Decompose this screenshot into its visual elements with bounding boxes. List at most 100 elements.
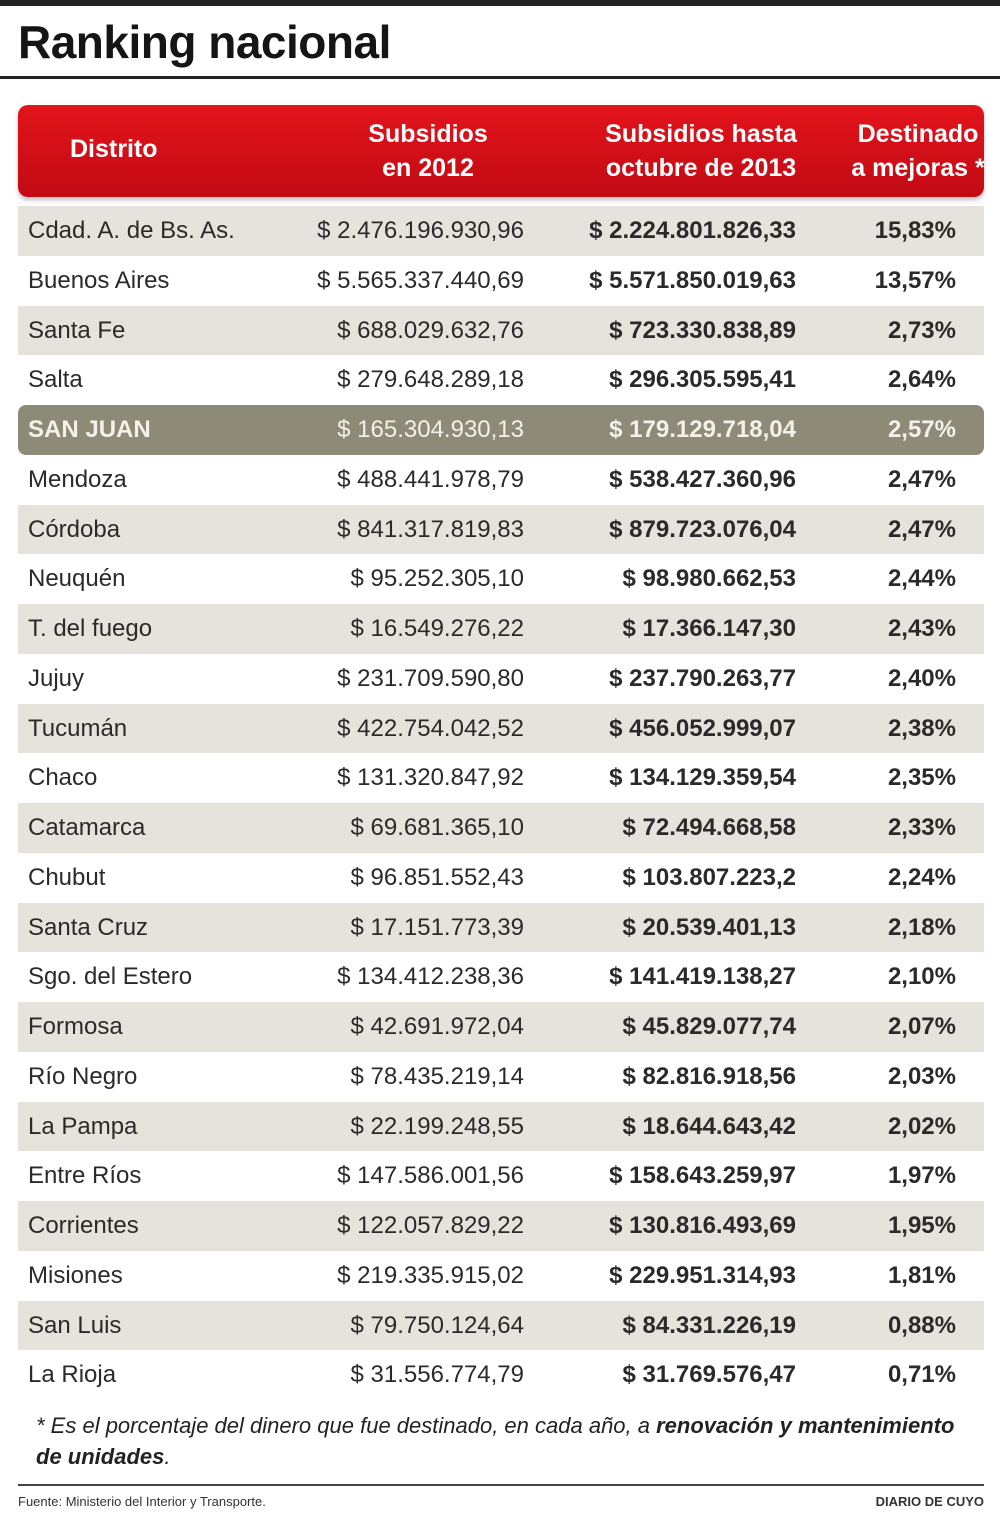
cell-subsidios-2013: $ 456.052.999,07 (609, 714, 796, 742)
cell-subsidios-2012: $ 841.317.819,83 (337, 515, 524, 543)
footnote-end: . (164, 1444, 171, 1469)
header-2013-line1: Subsidios hasta (605, 120, 797, 148)
cell-destinado: 2,73% (887, 316, 956, 344)
cell-subsidios-2012: $ 95.252.305,10 (350, 565, 525, 593)
cell-destinado: 2,47% (887, 515, 956, 543)
cell-subsidios-2012: $ 96.851.552,43 (350, 863, 525, 891)
cell-subsidios-2012: $ 79.750.124,64 (350, 1311, 525, 1339)
header-pct-line2: a mejoras * (851, 154, 985, 182)
cell-subsidios-2013: $ 31.769.576,47 (622, 1361, 797, 1389)
cell-distrito: Chubut (28, 863, 106, 891)
header-2012-line1: Subsidios (368, 120, 488, 148)
cell-subsidios-2012: $ 134.412.238,36 (337, 963, 524, 991)
cell-destinado: 2,03% (887, 1062, 956, 1090)
cell-subsidios-2013: $ 141.419.138,27 (609, 963, 796, 991)
table-row: Jujuy $ 231.709.590,80 $ 237.790.263,77 2,4… (18, 654, 984, 704)
cell-subsidios-2012: $ 2.476.196.930,96 (317, 217, 524, 244)
source-credit: Fuente: Ministerio del Interior y Transp… (18, 1494, 266, 1509)
cell-destinado: 1,97% (887, 1162, 956, 1190)
header-pct-line1: Destinado (857, 120, 979, 148)
cell-subsidios-2013: $ 84.331.226,19 (622, 1311, 797, 1339)
cell-subsidios-2012: $ 5.565.337.440,69 (317, 266, 524, 294)
cell-destinado: 1,81% (887, 1261, 956, 1289)
cell-subsidios-2013: $ 130.816.493,69 (609, 1212, 796, 1239)
cell-distrito: Neuquén (28, 565, 126, 593)
header-2012-line2: en 2012 (382, 154, 474, 182)
cell-subsidios-2013: $ 296.305.595,41 (609, 366, 796, 394)
cell-destinado: 2,33% (887, 814, 956, 841)
cell-distrito: SAN JUAN (28, 416, 151, 443)
cell-subsidios-2013: $ 879.723.076,04 (609, 515, 796, 543)
cell-subsidios-2013: $ 72.494.668,58 (622, 814, 797, 841)
cell-distrito: San Luis (28, 1311, 122, 1339)
header-destinado: Destinado a mejoras * (828, 117, 1000, 185)
cell-distrito: Cdad. A. de Bs. As. (28, 217, 235, 244)
cell-subsidios-2012: $ 78.435.219,14 (350, 1062, 525, 1090)
cell-distrito: Mendoza (28, 465, 127, 493)
cell-destinado: 1,95% (887, 1212, 956, 1239)
cell-distrito: Misiones (28, 1261, 123, 1289)
table-row: La Pampa $ 22.199.248,55 $ 18.644.643,42 2,… (18, 1101, 984, 1152)
cell-distrito: Corrientes (28, 1212, 139, 1239)
bottom-rule (18, 1484, 984, 1486)
table-row: Salta $ 279.648.289,18 $ 296.305.595,41 2,6… (18, 355, 984, 405)
table-row: Entre Ríos $ 147.586.001,56 $ 158.643.259,… (18, 1151, 984, 1201)
cell-destinado: 2,02% (887, 1112, 956, 1140)
cell-destinado: 2,47% (887, 465, 956, 493)
table-row: San Luis $ 79.750.124,64 $ 84.331.226,19 0,… (18, 1300, 984, 1351)
cell-subsidios-2012: $ 688.029.632,76 (337, 316, 524, 344)
cell-subsidios-2012: $ 69.681.365,10 (350, 814, 525, 841)
table-row: Formosa $ 42.691.972,04 $ 45.829.077,74 2,0… (18, 1002, 984, 1052)
cell-distrito: Santa Cruz (28, 913, 149, 941)
cell-subsidios-2013: $ 229.951.314,93 (609, 1261, 796, 1289)
table-row: Chubut $ 96.851.552,43 $ 103.807.223,2 2,24… (18, 853, 984, 903)
cell-destinado: 2,10% (887, 963, 956, 991)
cell-subsidios-2012: $ 488.441.978,79 (337, 465, 524, 493)
table-row: Chaco $ 131.320.847,92 $ 134.129.359,54 2,3… (18, 753, 984, 803)
cell-subsidios-2012: $ 17.151.773,39 (350, 913, 525, 941)
cell-subsidios-2013: $ 237.790.263,77 (609, 664, 796, 692)
table-row: Mendoza $ 488.441.978,79 $ 538.427.360,96 2… (18, 455, 984, 505)
table-row: Córdoba $ 841.317.819,83 $ 879.723.076,04 2… (18, 504, 984, 555)
table-row: Catamarca $ 69.681.365,10 $ 72.494.668,58 2… (18, 803, 984, 853)
cell-subsidios-2013: $ 18.644.643,42 (622, 1112, 797, 1140)
header-distrito: Distrito (70, 132, 220, 166)
cell-destinado: 15,83% (874, 217, 956, 244)
cell-distrito: La Pampa (28, 1112, 138, 1140)
cell-subsidios-2013: $ 538.427.360,96 (609, 465, 796, 493)
cell-distrito: Río Negro (28, 1062, 138, 1090)
cell-subsidios-2012: $ 122.057.829,22 (337, 1212, 524, 1239)
page-title: Ranking nacional (18, 16, 391, 68)
footnote-bold: renovación y mantenimiento de unidades (36, 1413, 955, 1469)
cell-destinado: 2,35% (887, 764, 956, 792)
table-row: Buenos Aires $ 5.565.337.440,69 $ 5.571.85… (18, 256, 984, 306)
cell-subsidios-2013: $ 103.807.223,2 (622, 863, 797, 891)
table-row: SAN JUAN $ 165.304.930,13 $ 179.129.718,04… (18, 405, 984, 455)
cell-destinado: 2,40% (887, 664, 956, 692)
cell-subsidios-2012: $ 131.320.847,92 (337, 764, 524, 792)
table-body: Cdad. A. de Bs. As. $ 2.476.196.930,96 $ 2… (18, 206, 984, 1400)
cell-subsidios-2013: $ 2.224.801.826,33 (589, 217, 796, 244)
cell-distrito: Catamarca (28, 814, 146, 841)
table-row: Cdad. A. de Bs. As. $ 2.476.196.930,96 $ 2… (18, 206, 984, 256)
cell-distrito: Jujuy (28, 664, 85, 692)
brand-credit: DIARIO DE CUYO (875, 1494, 984, 1509)
cell-distrito: T. del fuego (28, 615, 153, 642)
table-row: Santa Cruz $ 17.151.773,39 $ 20.539.401,13… (18, 902, 984, 953)
cell-distrito: Formosa (28, 1013, 123, 1040)
cell-subsidios-2012: $ 42.691.972,04 (350, 1013, 525, 1040)
cell-subsidios-2012: $ 422.754.042,52 (337, 714, 524, 742)
cell-distrito: Buenos Aires (28, 266, 170, 294)
cell-distrito: Córdoba (28, 515, 121, 543)
cell-destinado: 0,71% (887, 1361, 956, 1389)
cell-subsidios-2012: $ 147.586.001,56 (337, 1162, 524, 1190)
cell-subsidios-2013: $ 134.129.359,54 (609, 764, 796, 792)
top-rule (0, 0, 1000, 6)
cell-distrito: Entre Ríos (28, 1162, 142, 1190)
cell-subsidios-2012: $ 231.709.590,80 (337, 664, 524, 692)
cell-destinado: 2,07% (887, 1013, 956, 1040)
cell-destinado: 2,38% (887, 714, 956, 742)
cell-subsidios-2013: $ 45.829.077,74 (622, 1013, 797, 1040)
cell-destinado: 0,88% (887, 1311, 956, 1339)
cell-subsidios-2013: $ 723.330.838,89 (609, 316, 796, 344)
